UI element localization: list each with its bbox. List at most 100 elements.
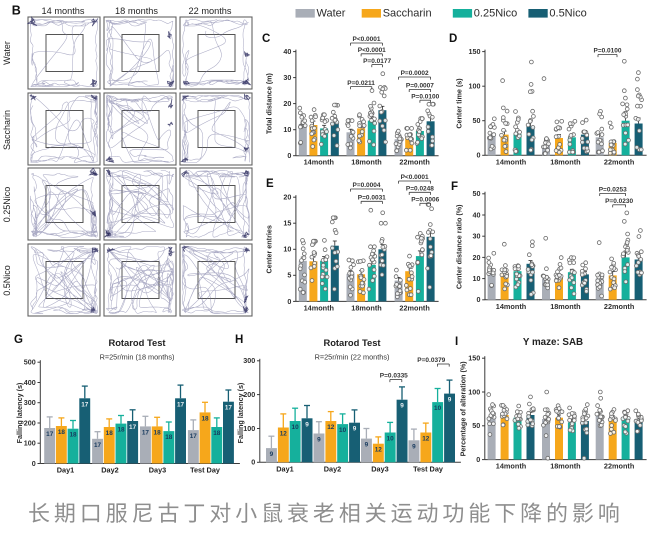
svg-text:Rotarod Test: Rotarod Test xyxy=(323,337,380,348)
svg-text:150: 150 xyxy=(469,47,481,56)
svg-text:200: 200 xyxy=(24,418,36,427)
svg-text:P=0.0230: P=0.0230 xyxy=(605,198,633,205)
svg-text:18month: 18month xyxy=(550,302,580,311)
svg-text:10: 10 xyxy=(387,436,395,443)
svg-text:Saccharin: Saccharin xyxy=(2,110,12,150)
svg-text:14month: 14month xyxy=(496,158,526,167)
svg-text:Day1: Day1 xyxy=(57,466,74,475)
svg-text:P=0.0379: P=0.0379 xyxy=(417,357,445,364)
svg-text:9: 9 xyxy=(412,443,416,450)
svg-text:Day3: Day3 xyxy=(371,464,388,473)
svg-text:17: 17 xyxy=(81,401,89,408)
svg-text:17: 17 xyxy=(94,442,102,449)
svg-text:0: 0 xyxy=(287,151,291,160)
svg-text:P=0.0002: P=0.0002 xyxy=(401,70,429,77)
svg-text:14month: 14month xyxy=(304,158,334,167)
svg-text:E: E xyxy=(266,178,274,190)
svg-text:22 months: 22 months xyxy=(189,6,232,16)
svg-text:Falling latency (s): Falling latency (s) xyxy=(236,382,245,443)
svg-text:0: 0 xyxy=(476,455,480,464)
svg-text:20: 20 xyxy=(283,99,291,108)
svg-text:Day1: Day1 xyxy=(276,464,293,473)
svg-text:P<0.0001: P<0.0001 xyxy=(352,36,380,43)
svg-text:14 months: 14 months xyxy=(42,6,85,16)
svg-text:300: 300 xyxy=(24,398,36,407)
svg-text:I: I xyxy=(455,336,458,348)
svg-text:18: 18 xyxy=(165,434,173,441)
svg-text:10: 10 xyxy=(292,424,300,431)
svg-text:Day3: Day3 xyxy=(149,466,166,475)
svg-text:9: 9 xyxy=(305,421,309,428)
svg-text:P=0.0006: P=0.0006 xyxy=(411,197,439,204)
svg-text:300: 300 xyxy=(243,356,255,365)
svg-text:Rotarod Test: Rotarod Test xyxy=(108,337,165,348)
svg-text:P=0.0007: P=0.0007 xyxy=(406,83,434,90)
svg-text:40: 40 xyxy=(283,47,291,56)
svg-text:18: 18 xyxy=(213,430,221,437)
svg-text:22month: 22month xyxy=(399,158,429,167)
svg-text:18: 18 xyxy=(201,415,209,422)
svg-text:D: D xyxy=(449,33,457,45)
svg-text:P=0.0253: P=0.0253 xyxy=(599,187,627,194)
svg-text:12: 12 xyxy=(422,436,430,443)
svg-text:P=0.0248: P=0.0248 xyxy=(406,186,434,193)
svg-text:17: 17 xyxy=(225,405,233,412)
svg-text:Y maze: SAB: Y maze: SAB xyxy=(523,337,583,348)
svg-text:100: 100 xyxy=(469,82,481,91)
svg-text:9: 9 xyxy=(353,426,357,433)
svg-text:14month: 14month xyxy=(496,302,526,311)
svg-text:P=0.0100: P=0.0100 xyxy=(593,48,621,55)
svg-text:20: 20 xyxy=(473,253,481,262)
svg-text:9: 9 xyxy=(448,397,452,404)
svg-text:H: H xyxy=(235,334,243,346)
svg-text:20: 20 xyxy=(283,193,291,202)
svg-text:5: 5 xyxy=(287,271,291,280)
svg-text:P<0.0001: P<0.0001 xyxy=(401,174,429,181)
svg-text:400: 400 xyxy=(24,378,36,387)
svg-text:0: 0 xyxy=(477,151,481,160)
svg-text:P=0.0004: P=0.0004 xyxy=(352,182,380,189)
svg-text:10: 10 xyxy=(339,427,347,434)
svg-text:18: 18 xyxy=(117,427,125,434)
svg-text:Day2: Day2 xyxy=(324,464,341,473)
svg-text:17: 17 xyxy=(190,433,198,440)
svg-text:40: 40 xyxy=(473,210,481,219)
svg-text:10: 10 xyxy=(283,125,291,134)
svg-text:Center entries: Center entries xyxy=(265,225,274,273)
svg-text:17: 17 xyxy=(142,429,150,436)
svg-text:18: 18 xyxy=(69,432,77,439)
svg-text:Water: Water xyxy=(317,8,346,20)
svg-text:0.25Nico: 0.25Nico xyxy=(2,187,12,223)
svg-text:18month: 18month xyxy=(351,304,381,313)
svg-text:9: 9 xyxy=(365,442,369,449)
svg-text:Percentage of alteration (%): Percentage of alteration (%) xyxy=(459,361,468,457)
svg-text:Center time (s): Center time (s) xyxy=(455,78,464,129)
svg-text:P=0.0177: P=0.0177 xyxy=(363,58,391,65)
svg-text:F: F xyxy=(451,181,458,193)
svg-text:200: 200 xyxy=(243,390,255,399)
svg-text:12: 12 xyxy=(327,424,335,431)
svg-text:22month: 22month xyxy=(604,158,634,167)
svg-text:22month: 22month xyxy=(604,302,634,311)
svg-text:P<0.0001: P<0.0001 xyxy=(358,47,386,54)
svg-text:0: 0 xyxy=(251,458,255,467)
svg-text:12: 12 xyxy=(280,431,288,438)
svg-text:500: 500 xyxy=(24,358,36,367)
svg-text:Center distance ratio (%): Center distance ratio (%) xyxy=(455,204,464,289)
svg-text:Falling latency (s): Falling latency (s) xyxy=(15,382,24,443)
svg-text:50: 50 xyxy=(473,116,481,125)
svg-text:P=0.0211: P=0.0211 xyxy=(347,80,375,87)
svg-text:P=0.0031: P=0.0031 xyxy=(358,195,386,202)
svg-text:P=0.0335: P=0.0335 xyxy=(380,373,408,380)
svg-text:17: 17 xyxy=(46,431,54,438)
svg-text:0: 0 xyxy=(477,295,481,304)
svg-text:P=0.0100: P=0.0100 xyxy=(411,93,439,100)
svg-text:Test Day: Test Day xyxy=(413,464,444,473)
svg-text:Total distance (m): Total distance (m) xyxy=(265,73,274,135)
svg-text:18month: 18month xyxy=(550,462,580,471)
svg-text:10: 10 xyxy=(283,245,291,254)
svg-text:50: 50 xyxy=(473,189,481,198)
svg-text:150: 150 xyxy=(468,354,480,363)
svg-text:B: B xyxy=(12,4,21,18)
svg-text:18month: 18month xyxy=(351,158,381,167)
